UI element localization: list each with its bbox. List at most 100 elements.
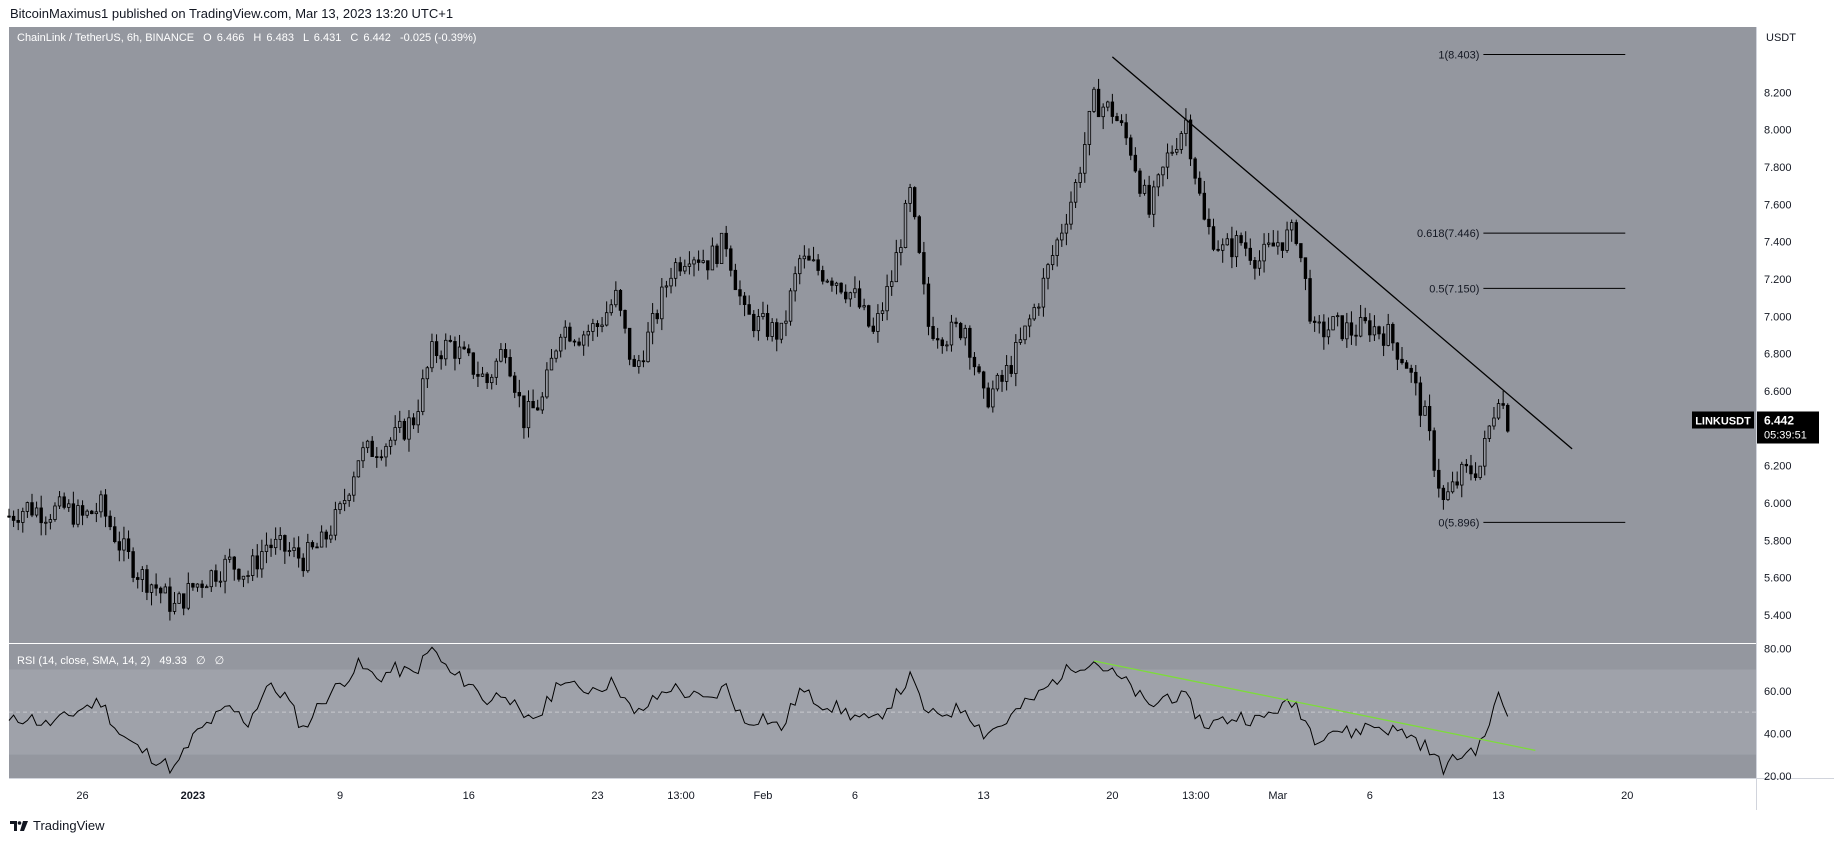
candle xyxy=(1225,233,1230,246)
candle xyxy=(889,270,894,296)
candle xyxy=(200,580,204,598)
price-trendline[interactable] xyxy=(1111,56,1573,450)
candle xyxy=(172,591,177,615)
candle xyxy=(388,437,393,455)
candle xyxy=(273,527,278,555)
candle xyxy=(1386,313,1390,347)
candle-body xyxy=(1404,362,1409,369)
candle xyxy=(113,516,117,544)
candle-body xyxy=(945,344,949,347)
time-tick-label: 6 xyxy=(852,790,858,802)
price-tick-label: 5.600 xyxy=(1764,573,1792,585)
candle-body xyxy=(1391,323,1395,344)
chart-area[interactable]: 5.4005.6005.8006.0006.2006.4006.6006.800… xyxy=(0,27,1834,810)
candle-body xyxy=(830,280,834,286)
candle xyxy=(1027,314,1032,338)
candle-body xyxy=(1018,339,1023,343)
candle xyxy=(76,499,80,528)
candle xyxy=(283,534,287,564)
candle-body xyxy=(1202,192,1207,220)
candle xyxy=(1299,243,1303,263)
candle-body xyxy=(453,341,457,359)
candle-body xyxy=(1078,172,1082,183)
candle xyxy=(623,309,627,334)
candle-body xyxy=(1322,321,1326,338)
candle-body xyxy=(1069,201,1073,225)
candle xyxy=(650,303,655,345)
candle xyxy=(986,382,990,409)
candle xyxy=(1087,110,1092,156)
candle-body xyxy=(214,570,218,582)
candle xyxy=(191,582,195,591)
candle-body xyxy=(90,510,94,515)
candle-body xyxy=(1368,320,1372,336)
candle xyxy=(1262,233,1266,273)
candle xyxy=(977,363,981,374)
candle-body xyxy=(1225,238,1230,246)
candle xyxy=(600,317,604,333)
candle xyxy=(1331,316,1335,331)
candle-body xyxy=(1446,491,1450,501)
svg-text:RSI (14, close, SMA, 14, 2): RSI (14, close, SMA, 14, 2) 49.33 ∅ ∅ xyxy=(17,655,224,667)
candle xyxy=(103,489,108,528)
candle xyxy=(90,509,94,515)
candle-body xyxy=(223,558,227,582)
candle xyxy=(1110,93,1115,124)
candle xyxy=(1345,312,1349,348)
candle-body xyxy=(1262,243,1266,262)
candle-body xyxy=(1340,315,1344,340)
candle xyxy=(214,564,218,587)
last-price-tag[interactable]: LINKUSDT 6.442 05:39:51 xyxy=(1692,411,1819,444)
candle xyxy=(1404,360,1409,369)
candle xyxy=(981,370,986,399)
candle-body xyxy=(894,252,898,283)
candle-body xyxy=(149,584,154,593)
rsi-extra-label-2: ∅ xyxy=(215,655,225,667)
candle-body xyxy=(807,255,811,261)
rsi-trendline[interactable] xyxy=(1093,660,1536,751)
candle-body xyxy=(1276,242,1280,247)
candle xyxy=(62,492,66,510)
rsi-axis[interactable]: 20.00 40.00 60.00 80.00 xyxy=(1764,643,1792,783)
price-pane[interactable] xyxy=(9,27,1756,643)
candle-body xyxy=(889,281,894,287)
candle-body xyxy=(264,544,269,552)
candle-body xyxy=(163,586,168,594)
candle-body xyxy=(618,289,623,311)
time-axis[interactable]: 26 2023 9 16 23 13:00 Feb 6 13 20 13:00 Mar 6 13 20 xyxy=(76,790,1633,802)
candle xyxy=(407,410,411,452)
candle xyxy=(80,500,85,526)
candle xyxy=(1069,191,1073,230)
tradingview-brand: TradingView xyxy=(33,818,105,833)
candle xyxy=(1175,138,1179,156)
candle-body xyxy=(1193,158,1197,179)
candle xyxy=(1496,399,1501,420)
candle-body xyxy=(1469,465,1473,475)
price-tick-label: 6.200 xyxy=(1764,461,1792,473)
candle xyxy=(995,373,1000,392)
candle xyxy=(227,548,232,563)
candle xyxy=(1427,394,1432,441)
candle xyxy=(549,349,554,371)
price-unit: USDT xyxy=(1766,32,1796,44)
candle xyxy=(1165,143,1170,180)
price-axis[interactable]: 5.4005.6005.8006.0006.2006.4006.6006.800… xyxy=(1764,87,1792,622)
candle xyxy=(1354,324,1358,346)
candle xyxy=(11,510,16,528)
candle xyxy=(39,495,43,536)
candle xyxy=(513,371,517,399)
candle-body xyxy=(903,202,908,248)
candle xyxy=(692,256,696,277)
tradingview-logo[interactable]: TradingView xyxy=(10,818,105,833)
candle-body xyxy=(1303,257,1308,279)
candle-body xyxy=(1492,417,1496,427)
fib-retracement[interactable]: 1(8.403) 0.618(7.446) 0.5(7.150) 0(5.896) xyxy=(1417,49,1626,529)
candle-body xyxy=(554,350,558,359)
candle xyxy=(1414,365,1418,396)
candle-body xyxy=(1119,120,1124,124)
candle-body xyxy=(600,324,604,327)
candle-body xyxy=(1299,243,1303,259)
candle xyxy=(669,267,673,294)
rsi-series xyxy=(8,646,1536,776)
candle-body xyxy=(1441,487,1446,501)
